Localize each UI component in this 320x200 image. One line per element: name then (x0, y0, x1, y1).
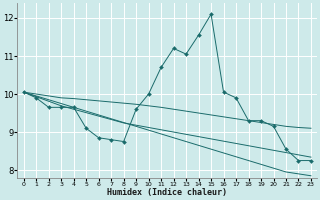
X-axis label: Humidex (Indice chaleur): Humidex (Indice chaleur) (107, 188, 227, 197)
